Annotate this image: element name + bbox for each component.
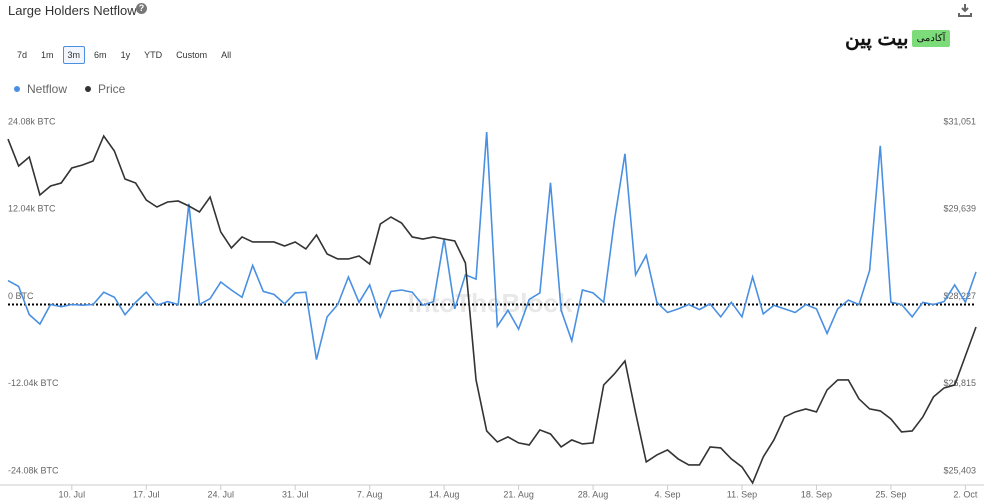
legend-swatch	[85, 86, 92, 92]
range-button[interactable]: YTD	[144, 50, 163, 60]
x-tick-label: 31. Jul	[282, 489, 309, 499]
range-button[interactable]: 6m	[94, 50, 107, 60]
y2-tick-label: $29,639	[943, 204, 976, 214]
legend-item[interactable]: Price	[85, 82, 125, 96]
legend-label: Netflow	[27, 82, 68, 96]
y2-tick-label: $25,403	[943, 465, 976, 475]
series-line	[7, 134, 977, 485]
legend: Netflow Price	[14, 82, 125, 96]
logo-text: بیت پین	[845, 28, 909, 50]
y-tick-label: 24.08k BTC	[8, 116, 56, 126]
range-button[interactable]: Custom	[176, 50, 208, 60]
x-tick-label: 21. Aug	[503, 489, 534, 499]
y-tick-label: -12.04k BTC	[8, 378, 59, 388]
legend-item[interactable]: Netflow	[14, 82, 67, 96]
x-tick-label: 10. Jul	[59, 489, 86, 499]
logo: بیت پین آکادمی	[845, 26, 951, 51]
x-tick-label: 4. Sep	[655, 489, 681, 499]
watermark: IntoTheBlock	[408, 288, 573, 318]
x-tick-label: 7. Aug	[357, 489, 383, 499]
range-button[interactable]: All	[221, 50, 232, 60]
logo-badge: آکادمی	[911, 30, 951, 47]
chart-title: Large Holders Netflow	[8, 3, 137, 18]
x-tick-label: 18. Sep	[801, 489, 832, 499]
range-button[interactable]: 1m	[41, 50, 54, 60]
range-button[interactable]: 3m	[62, 46, 86, 64]
y-tick-label: -24.08k BTC	[8, 465, 59, 475]
legend-swatch	[14, 86, 20, 92]
x-tick-label: 11. Sep	[727, 489, 757, 499]
x-tick-label: 24. Jul	[207, 489, 234, 499]
x-tick-label: 25. Sep	[875, 489, 906, 499]
y2-tick-label: $26,815	[943, 378, 976, 388]
x-tick-label: 14. Aug	[429, 489, 460, 499]
range-button[interactable]: 1y	[120, 50, 131, 60]
y-tick-label: 12.04k BTC	[8, 204, 56, 214]
x-tick-label: 17. Jul	[133, 489, 160, 499]
download-icon[interactable]	[958, 3, 972, 17]
y2-tick-label: $28,227	[943, 291, 976, 301]
range-buttons: 7d 1m 3m 6m 1y YTD Custom All	[12, 46, 236, 64]
x-tick-label: 28. Aug	[578, 489, 609, 499]
legend-label: Price	[98, 82, 126, 96]
help-icon[interactable]: ?	[136, 3, 147, 14]
y2-tick-label: $31,051	[943, 116, 976, 126]
series-line	[7, 131, 977, 360]
y-tick-label: 0 BTC	[8, 291, 34, 301]
range-button[interactable]: 7d	[17, 50, 28, 60]
x-tick-label: 2. Oct	[953, 489, 978, 499]
